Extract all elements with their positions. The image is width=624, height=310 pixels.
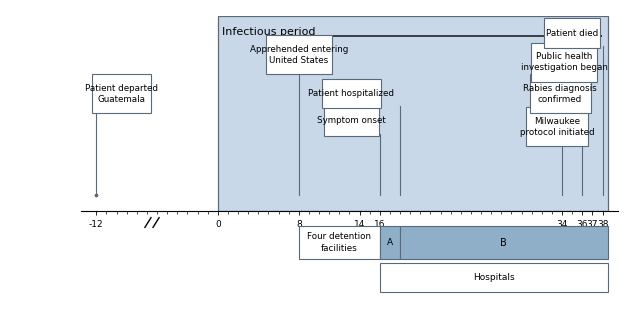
FancyBboxPatch shape — [544, 18, 600, 48]
Text: Patient departed
Guatemala: Patient departed Guatemala — [85, 84, 158, 104]
Text: Infectious period: Infectious period — [222, 27, 315, 37]
Text: Patient hospitalized: Patient hospitalized — [308, 89, 394, 98]
FancyBboxPatch shape — [266, 35, 332, 74]
FancyBboxPatch shape — [380, 226, 400, 259]
Text: B: B — [500, 237, 507, 248]
Text: Patient died: Patient died — [546, 29, 598, 38]
FancyBboxPatch shape — [400, 226, 608, 259]
FancyBboxPatch shape — [525, 107, 588, 146]
Text: Symptom onset: Symptom onset — [317, 117, 386, 126]
Bar — [218, 16, 608, 211]
FancyBboxPatch shape — [380, 263, 608, 292]
FancyBboxPatch shape — [92, 74, 151, 113]
FancyBboxPatch shape — [299, 226, 380, 259]
FancyBboxPatch shape — [530, 74, 590, 113]
Text: Rabies diagnosis
confirmed: Rabies diagnosis confirmed — [523, 84, 597, 104]
FancyBboxPatch shape — [531, 43, 597, 82]
Text: Hospitals: Hospitals — [473, 273, 515, 282]
X-axis label: Day: Day — [339, 233, 359, 243]
FancyBboxPatch shape — [322, 79, 381, 108]
Text: Public health
investigation began: Public health investigation began — [520, 52, 608, 73]
Text: Milwaukee
protocol initiated: Milwaukee protocol initiated — [520, 117, 594, 137]
FancyBboxPatch shape — [323, 106, 379, 135]
Text: Apprehended entering
United States: Apprehended entering United States — [250, 45, 348, 64]
Text: A: A — [387, 238, 393, 247]
Text: Four detention
facilities: Four detention facilities — [307, 232, 371, 253]
